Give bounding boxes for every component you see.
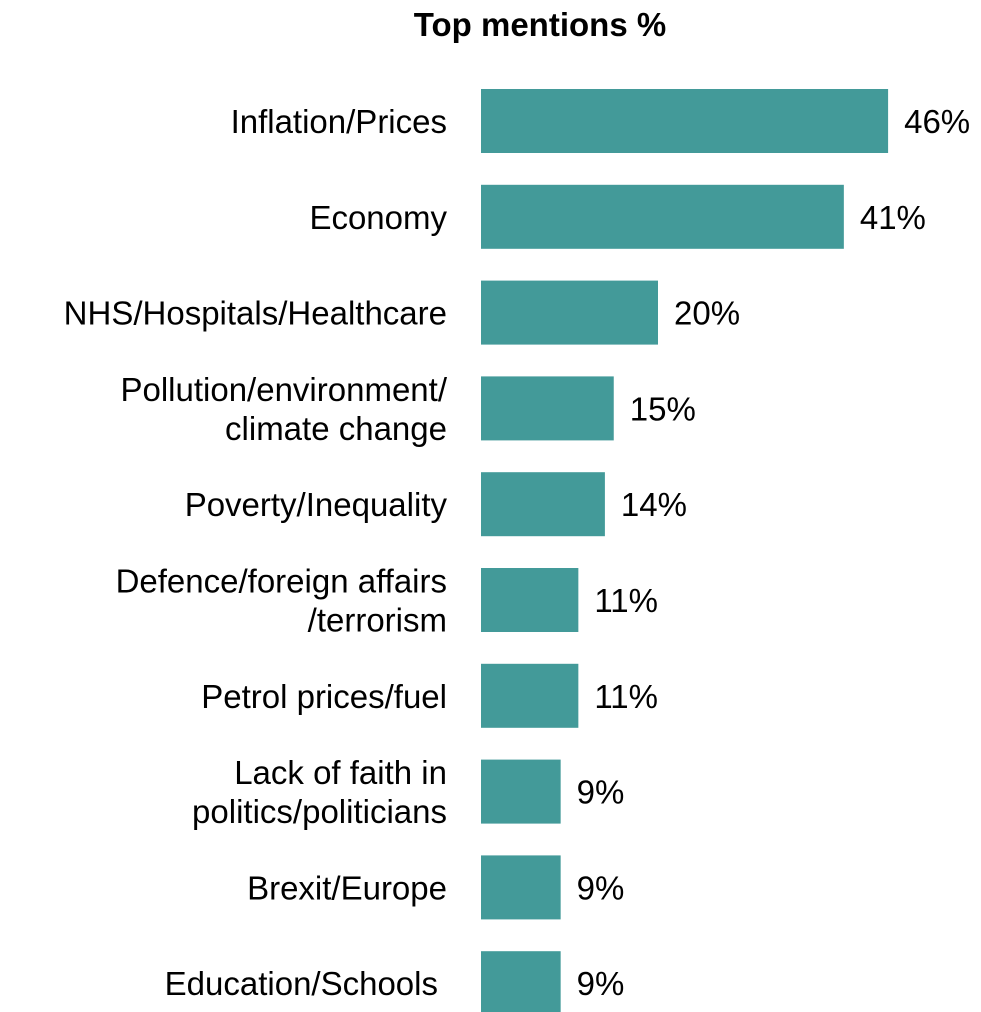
bar (481, 89, 889, 153)
value-label: 9% (577, 774, 625, 811)
value-label: 15% (630, 390, 696, 427)
bar (481, 759, 561, 824)
category-label: Poverty/Inequality (185, 486, 448, 523)
value-label: 20% (674, 295, 740, 332)
category-label: Lack of faith in politics/politicians (192, 754, 447, 830)
value-label: 46% (904, 103, 970, 140)
value-label: 9% (577, 965, 625, 1002)
value-label: 11% (594, 582, 658, 619)
category-label: Petrol prices/fuel (201, 678, 447, 715)
bar (481, 184, 844, 249)
value-label: 41% (860, 199, 926, 236)
category-label: NHS/Hospitals/Healthcare (64, 295, 447, 332)
category-label: Education/Schools (165, 965, 438, 1002)
value-label: 11% (594, 678, 658, 715)
category-label: Inflation/Prices (231, 103, 447, 140)
bar (481, 951, 561, 1012)
bar (481, 855, 561, 920)
bar (481, 663, 579, 728)
chart-title: Top mentions % (414, 6, 666, 43)
category-label: Brexit/Europe (247, 869, 447, 906)
category-label: Pollution/environment/climate change (120, 371, 447, 447)
bar (481, 472, 605, 537)
bar (481, 568, 579, 632)
category-label: Defence/foreign affairs/terrorism (116, 563, 447, 639)
bar (481, 280, 658, 345)
bars-group: Inflation/Prices 46% Economy 41% NHS/Hospita… (64, 89, 970, 1012)
bar (481, 376, 614, 441)
category-label: Economy (309, 199, 447, 236)
value-label: 9% (577, 869, 625, 906)
value-label: 14% (621, 486, 687, 523)
